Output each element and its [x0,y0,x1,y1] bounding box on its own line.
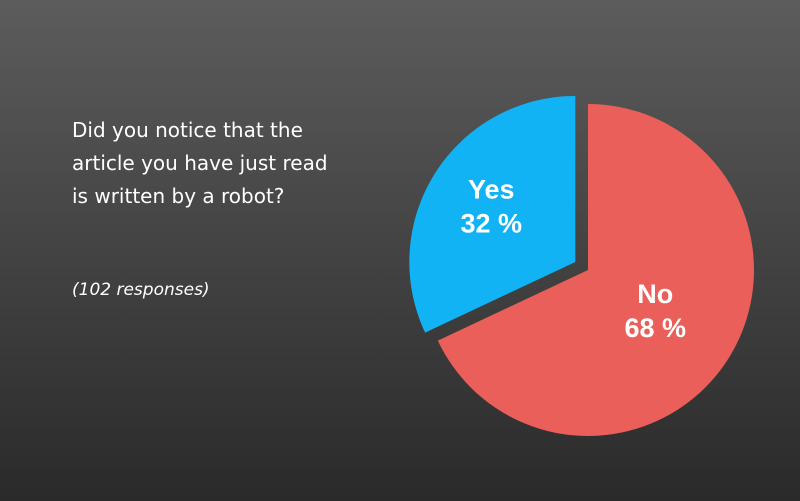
slice-value-label: 68 % [625,313,687,343]
pie-slice [437,104,754,436]
pie-slice [409,95,576,333]
slice-category-label: Yes [468,175,515,205]
chart-title: Did you notice that the article you have… [72,118,328,208]
chart-subtitle: (102 responses) [72,280,210,300]
slice-value-label: 32 % [460,209,522,239]
slice-category-label: No [637,279,673,309]
